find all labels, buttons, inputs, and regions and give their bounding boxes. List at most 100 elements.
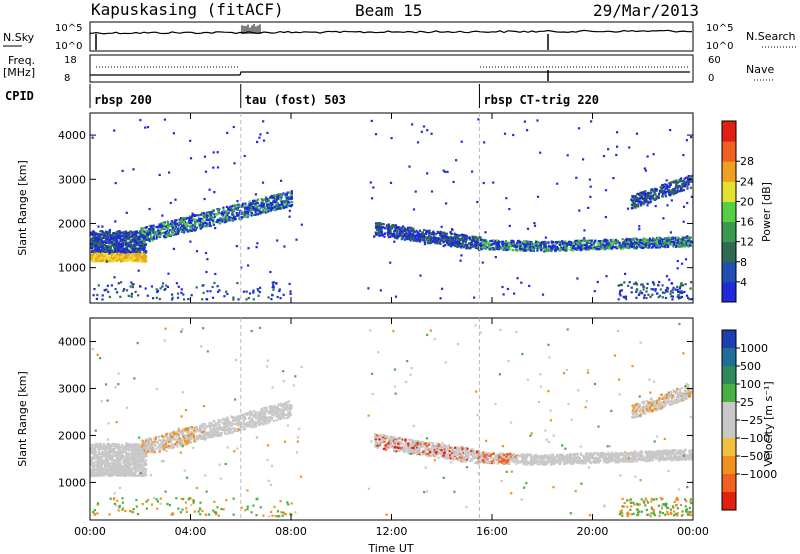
scatter-cell [150, 233, 153, 236]
scatter-cell [133, 452, 136, 455]
scatter-cell [225, 205, 228, 208]
scatter-cell [141, 233, 144, 236]
scatter-cell [96, 244, 99, 247]
scatter-cell [412, 227, 415, 230]
scatter-cell [107, 242, 110, 245]
scatter-cell [92, 243, 95, 246]
scatter-cell [100, 445, 103, 448]
scatter-cell [159, 234, 162, 237]
noise-left-tick-top: 10^5 [55, 23, 82, 34]
scatter-cell [471, 243, 474, 246]
scatter-cell [123, 255, 126, 258]
scatter-cell [599, 240, 602, 243]
scatter-cell [434, 240, 437, 243]
scatter-cell [225, 215, 228, 218]
scatter-cell [145, 250, 148, 253]
scatter-cell [226, 208, 230, 211]
scatter-cell [590, 239, 594, 242]
scatter-cell [256, 208, 259, 211]
scatter-cell [91, 232, 94, 236]
scatter-cell [637, 200, 640, 203]
scatter-cell [415, 229, 418, 232]
scatter-cell [645, 199, 648, 202]
scatter-cell [375, 233, 378, 236]
scatter-cell [245, 290, 248, 293]
scatter-cell [130, 295, 133, 298]
scatter-cell [211, 296, 215, 299]
scatter-cell [652, 153, 655, 156]
scatter-cell [208, 222, 211, 226]
scatter-cell [108, 462, 111, 465]
scatter-cell [272, 284, 275, 287]
scatter-cell [413, 234, 416, 237]
scatter-cell [459, 259, 462, 262]
scatter-cell [134, 236, 137, 240]
scatter-cell [278, 290, 281, 293]
scatter-cell [584, 248, 588, 251]
scatter-cell [264, 211, 267, 214]
scatter-cell [605, 241, 608, 244]
scatter-cell [412, 208, 416, 211]
scatter-cell [603, 238, 606, 241]
scatter-cell [642, 237, 645, 240]
scatter-cell [221, 217, 224, 220]
scatter-cell [182, 293, 185, 296]
scatter-cell [503, 246, 506, 249]
scatter-cell [167, 272, 170, 275]
scatter-cell [678, 287, 681, 290]
scatter-cell [280, 207, 283, 210]
scatter-cell [131, 255, 134, 258]
scatter-cell [251, 202, 254, 205]
scatter-cell [677, 184, 680, 187]
scatter-cell [90, 259, 94, 262]
scatter-cell [198, 217, 201, 220]
scatter-cell [267, 296, 270, 299]
scatter-cell [267, 203, 270, 206]
scatter-cell [394, 224, 397, 227]
y-tick-label: 3000 [58, 173, 86, 186]
cpid-label: CPID [5, 89, 34, 103]
scatter-cell [371, 197, 374, 200]
scatter-cell [100, 230, 103, 233]
scatter-cell [203, 221, 206, 224]
scatter-cell [262, 204, 265, 207]
scatter-cell [116, 249, 119, 252]
scatter-cell [97, 237, 100, 241]
scatter-cell [432, 230, 435, 233]
scatter-cell [101, 448, 104, 451]
scatter-cell [113, 239, 117, 242]
scatter-cell [245, 298, 248, 301]
scatter-cell [490, 240, 494, 243]
scatter-cell [658, 280, 661, 284]
scatter-cell [504, 240, 508, 243]
scatter-cell [661, 184, 664, 187]
cpid-row: CPID rbsp 200 tau (fost) 503 rbsp CT-trig … [5, 84, 599, 108]
scatter-cell [690, 180, 693, 183]
scatter-cell [639, 244, 642, 247]
scatter-cell [250, 214, 253, 217]
scatter-cell [256, 211, 259, 214]
scatter-cell [116, 232, 119, 235]
scatter-cell [676, 190, 679, 193]
scatter-cell [92, 456, 96, 459]
scatter-cell [651, 242, 654, 245]
scatter-cell [189, 240, 192, 243]
scatter-cell [103, 256, 106, 259]
scatter-cell [123, 249, 126, 252]
scatter-cell [259, 207, 262, 210]
scatter-cell [186, 230, 189, 233]
scatter-cell [379, 289, 382, 292]
scatter-cell [122, 235, 125, 238]
scatter-cell [183, 224, 186, 228]
scatter-cell [575, 176, 578, 179]
scatter-cell [117, 234, 120, 237]
scatter-cell [574, 247, 577, 250]
scatter-cell [260, 202, 263, 205]
scatter-cell [163, 288, 166, 291]
scatter-cell [233, 215, 236, 218]
colorbar-cell [722, 241, 736, 263]
scatter-cell [143, 231, 146, 234]
scatter-cell [646, 241, 649, 244]
scatter-cell [666, 204, 669, 207]
scatter-cell [160, 224, 163, 227]
